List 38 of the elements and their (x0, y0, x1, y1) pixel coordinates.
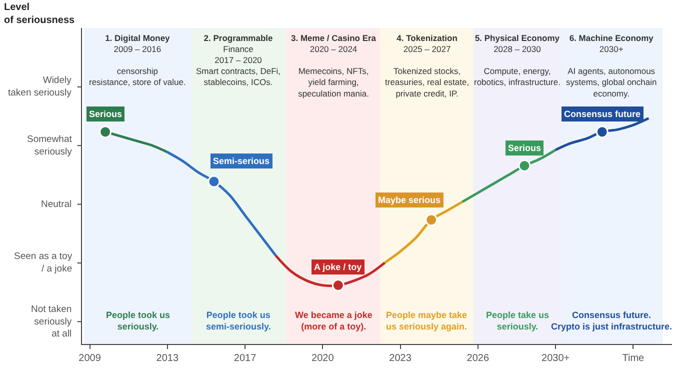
point (99, 126, 112, 138)
annotation: Serious (89, 109, 122, 119)
annotation: A joke / toy (314, 262, 362, 272)
x-tick-label: Time (622, 353, 645, 364)
point (425, 214, 438, 226)
text: 3. Meme / Casino Era 2020 – 2024 Memecoins, NFTs, yield farming, speculation mania. (291, 33, 376, 98)
text: Widely taken seriously (8, 75, 72, 98)
text: Seen as a toy / a joke (14, 251, 72, 274)
point (208, 175, 220, 188)
annotation: Semi-serious (213, 156, 270, 166)
annotation: People took us seriously. (106, 310, 170, 332)
text: Not taken seriously at all (31, 304, 72, 340)
text: 4. Tokenization 2025 – 2027 Tokenized stocks, treasuries, real estate, private credit, IP. (385, 33, 470, 98)
x-tick-label: 2026 (466, 353, 490, 364)
annotation: Serious (508, 143, 542, 153)
point (332, 279, 344, 292)
annotation: People take us seriously. (486, 310, 550, 332)
annotation: People took us semi-seriously. (206, 310, 271, 332)
annotation: People maybe take us seriously again. (386, 310, 468, 332)
text: 1. Digital Money 2009 – 2016 censorship resistance, store of value. (89, 33, 186, 88)
text: 2. Programmable Finance 2017 – 2020 Smart contracts, DeFi, stablecoins, ICOs. (196, 33, 281, 88)
x-tick-label: 2009 (78, 353, 102, 364)
x-tick-label: 2030+ (542, 353, 570, 364)
point (596, 126, 608, 138)
annotation: Consensus future. Crypto is just infrastructure. (551, 310, 672, 332)
text: 5. Physical Economy 2028 – 2030 Compute, energy, robotics, infrastructure. (474, 33, 560, 88)
text: Somewhat seriously (27, 134, 72, 158)
x-tick-label: 2023 (389, 353, 412, 364)
text: 6. Machine Economy 2030+ AI agents, autonomous systems, global onchain economy. (566, 33, 657, 98)
text: Level of seriousness (4, 2, 76, 26)
x-tick-label: 2013 (156, 353, 179, 364)
annotation: We became a joke (more of a toy). (295, 310, 372, 332)
annotation: Maybe serious (378, 195, 441, 205)
annotation: Consensus future (564, 109, 641, 119)
x-tick-label: 2020 (312, 353, 334, 364)
x-tick-label: 2017 (234, 353, 257, 364)
text: Neutral (41, 199, 72, 210)
point (518, 159, 531, 172)
